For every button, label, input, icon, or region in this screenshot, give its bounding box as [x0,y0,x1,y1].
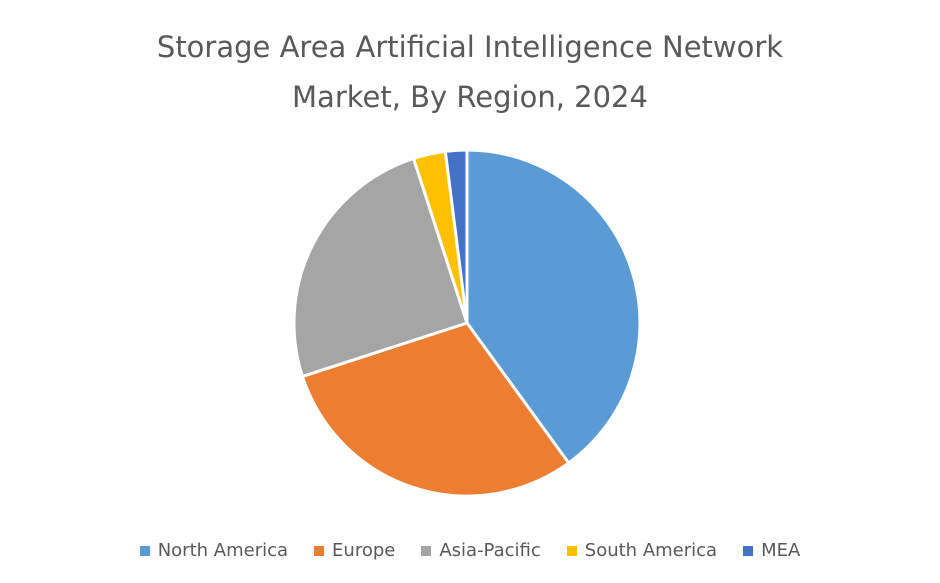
chart-title: Storage Area Artificial Intelligence Net… [156,30,784,114]
legend: North America Europe Asia-Pacific South Ame… [0,540,940,561]
legend-label: North America [157,540,289,561]
pie [292,148,642,498]
pie-slice [292,156,469,378]
legend-item: North America [139,540,289,561]
legend-item: South America [566,540,718,561]
legend-item: MEA [743,540,800,561]
legend-swatch [421,545,432,556]
legend-swatch [314,545,325,556]
legend-label: Europe [332,540,396,561]
legend-label: MEA [761,540,801,561]
legend-swatch [139,545,150,556]
pie-slice [465,148,642,465]
legend-label: South America [584,540,718,561]
legend-item: Asia-Pacific [421,540,541,561]
legend-label: Asia-Pacific [439,540,541,561]
legend-item: Europe [314,540,395,561]
legend-swatch [743,545,754,556]
pie-slice [300,321,571,498]
pie-slice [443,148,469,325]
legend-swatch [566,545,577,556]
